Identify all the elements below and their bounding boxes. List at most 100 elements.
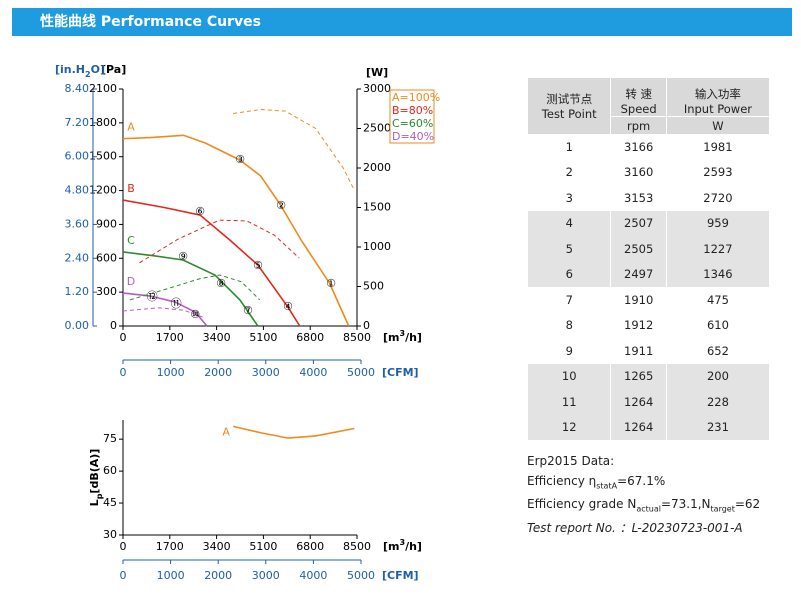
x-tick-label: 0 — [120, 540, 127, 553]
table-row: 10 1265 200 — [526, 363, 769, 389]
table-row: 7 1910 475 — [526, 287, 769, 313]
y3-tick-label: 1.20 — [65, 285, 90, 298]
test-point: ⑨ — [178, 250, 188, 263]
label-part: [dB(A)] — [88, 449, 101, 494]
unit-row: rpm W — [528, 116, 769, 134]
table-cell: 1910 — [610, 287, 667, 313]
table-cell: 7 — [526, 287, 611, 313]
legend-box — [389, 89, 435, 144]
table-row: 1 3166 1981 — [526, 134, 769, 160]
table-cell: 2507 — [610, 210, 667, 236]
table-cell: 2497 — [610, 261, 667, 287]
test-point: ⑫ — [147, 290, 158, 303]
table-cell: 6 — [526, 261, 611, 287]
x2-tick-label: 1000 — [157, 366, 185, 379]
y-tick-label: 600 — [96, 251, 117, 264]
y2-label: [W] — [366, 66, 388, 79]
header-line: 测试节点 — [546, 92, 593, 106]
table-row: 2 3160 2593 — [526, 159, 769, 185]
x-tick-label: 1700 — [156, 331, 184, 344]
curve-label: C — [127, 234, 135, 247]
x2-tick-label: 2000 — [204, 569, 232, 582]
table-cell: 9 — [526, 338, 611, 364]
notes: Erp2015 Data: Efficiency ηstatA=67.1% Ef… — [527, 452, 760, 539]
x-tick-label: 0 — [120, 331, 127, 344]
x-tick-label: 5100 — [249, 540, 277, 553]
header-bar: 性能曲线 Performance Curves — [12, 8, 792, 36]
table-row: 8 1912 610 — [526, 312, 769, 338]
table-cell: 1912 — [610, 312, 667, 338]
table-cell: 11 — [526, 389, 611, 415]
table-row: 11 1264 228 — [526, 389, 769, 415]
y-label: [Pa] — [101, 63, 126, 76]
legend-entry: B=80% — [392, 104, 433, 117]
y2-tick-label: 500 — [363, 280, 384, 293]
x2-tick-label: 0 — [120, 366, 127, 379]
report: Test report No. ：L-20230723-001-A — [527, 521, 743, 536]
test-point: ⑦ — [243, 304, 253, 317]
y3-tick-label: 3.60 — [65, 217, 90, 230]
label-part: /h] — [405, 331, 422, 344]
unit-cell: rpm — [610, 116, 667, 134]
table-cell: 12 — [526, 414, 611, 440]
header-cell: 测试节点 Test Point — [526, 78, 611, 134]
label-part: [m — [383, 331, 400, 344]
table-cell: 200 — [665, 363, 769, 389]
text: Efficiency η — [527, 473, 597, 488]
y2-tick-label: 3000 — [363, 82, 391, 95]
y-tick-label: 1800 — [89, 116, 117, 129]
test-point: ⑧ — [216, 277, 226, 290]
y2-tick-label: 2000 — [363, 161, 391, 174]
header-line: Test Point — [541, 107, 597, 121]
table-row: 12 1264 231 — [526, 414, 769, 440]
x2-label: [CFM] — [382, 366, 419, 379]
x2-tick-label: 3000 — [252, 569, 280, 582]
y-tick-label: 1500 — [89, 150, 117, 163]
x2-tick-label: 2000 — [204, 366, 232, 379]
header-cell: 转 速 Speed — [610, 78, 667, 117]
label-part: /h] — [405, 540, 422, 553]
y2-tick-label: 2500 — [363, 122, 391, 135]
x-tick-label: 8500 — [343, 540, 371, 553]
y3-tick-label: 4.80 — [65, 184, 90, 197]
table-cell: 1264 — [610, 414, 667, 440]
y3-tick-label: 2.40 — [65, 251, 90, 264]
sub: actual — [636, 504, 661, 514]
header-line: 输入功率 — [694, 87, 741, 101]
table-cell: 8 — [526, 312, 611, 338]
power-curve — [139, 219, 300, 264]
curve-label: A — [222, 425, 230, 438]
label-part: p — [95, 493, 104, 499]
table-cell: 3160 — [610, 159, 667, 185]
header-line: 转 速 — [625, 87, 652, 101]
table-cell: 231 — [665, 414, 769, 440]
y3-tick-label: 0.00 — [65, 319, 90, 332]
table-cell: 1981 — [665, 134, 769, 160]
axis-label: Lp[dB(A)] — [88, 449, 104, 507]
unit-cell: W — [665, 116, 769, 134]
x-tick-label: 5100 — [249, 331, 277, 344]
y-tick-label: 45 — [103, 496, 117, 509]
table-cell: 2593 — [665, 159, 769, 185]
table-cell: 2505 — [610, 236, 667, 262]
table-cell: 1911 — [610, 338, 667, 364]
test-point: ⑩ — [190, 308, 200, 321]
y-tick-label: 2100 — [89, 82, 117, 95]
header-line: Input Power — [683, 102, 753, 116]
legend-entry: A=100% — [392, 91, 440, 104]
power-curve — [129, 274, 261, 301]
legend-entry: D=40% — [392, 130, 434, 143]
label-part: L — [88, 499, 101, 506]
x2-tick-label: 4000 — [299, 366, 327, 379]
table-cell: 1264 — [610, 389, 667, 415]
sub: target — [710, 504, 735, 514]
y-tick-label: 300 — [96, 285, 117, 298]
x-tick-label: 1700 — [156, 540, 184, 553]
label-part: [in.H — [55, 63, 85, 76]
sub: statA — [596, 480, 618, 490]
y-tick-label: 0 — [110, 319, 117, 332]
header-cell: 输入功率 Input Power — [665, 78, 769, 117]
grade: Efficiency grade Nactual=73.1,Ntarget=62 — [527, 495, 760, 519]
legend-entry: C=60% — [392, 117, 433, 130]
